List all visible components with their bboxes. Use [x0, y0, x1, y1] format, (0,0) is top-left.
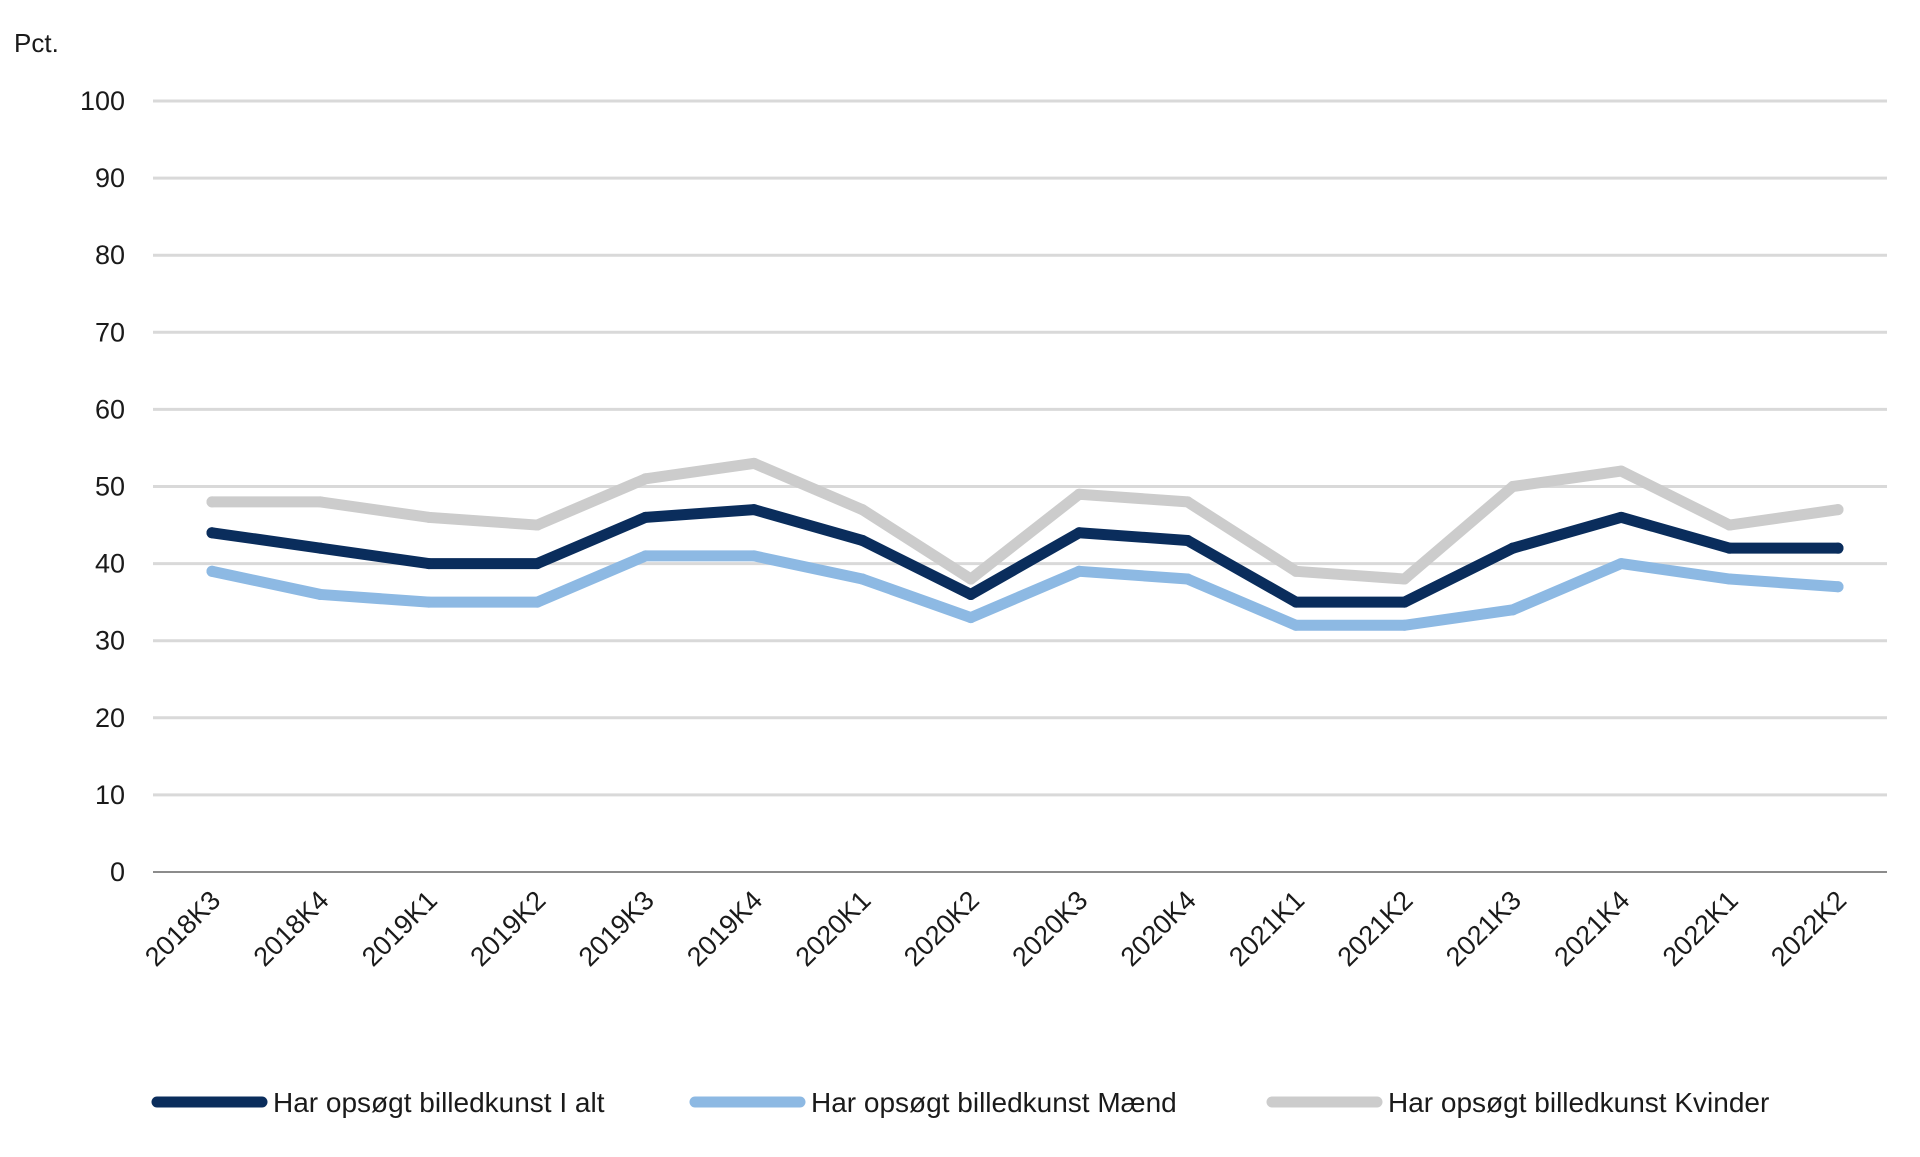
x-tick-label: 2021K1 — [1223, 885, 1310, 972]
data-point — [1724, 542, 1736, 554]
legend-label: Har opsøgt billedkunst I alt — [273, 1087, 605, 1118]
x-tick-label: 2021K2 — [1332, 885, 1419, 972]
data-point — [856, 573, 868, 585]
data-point — [1507, 481, 1519, 492]
data-point — [1615, 558, 1627, 570]
series-line — [206, 457, 1844, 585]
y-tick-label: 100 — [80, 86, 125, 116]
data-point — [1182, 496, 1194, 508]
y-tick-label: 40 — [95, 549, 125, 579]
data-point — [1290, 565, 1302, 577]
x-tick-label: 2021K4 — [1548, 885, 1635, 972]
y-axis-unit-label: Pct. — [14, 28, 59, 58]
data-point — [640, 550, 652, 562]
data-point — [1507, 542, 1519, 554]
data-point — [1073, 565, 1085, 577]
data-point — [423, 511, 435, 523]
data-point — [531, 519, 543, 531]
data-point — [1615, 511, 1627, 523]
x-tick-label: 2021K3 — [1440, 885, 1527, 972]
x-tick-label: 2019K4 — [681, 885, 768, 972]
data-point — [206, 496, 218, 508]
data-point — [1398, 596, 1410, 608]
data-point — [1724, 573, 1736, 585]
data-point — [206, 527, 218, 539]
x-tick-label: 2018K3 — [139, 885, 226, 972]
series-line — [206, 550, 1844, 631]
data-point — [314, 542, 326, 554]
data-point — [1073, 527, 1085, 539]
data-point — [314, 588, 326, 600]
data-point — [1182, 573, 1194, 585]
data-point — [1073, 488, 1085, 500]
series-lines — [206, 457, 1844, 631]
data-point — [748, 550, 760, 562]
gridlines — [153, 99, 1887, 797]
data-point — [1290, 619, 1302, 631]
data-point — [1832, 581, 1844, 593]
data-point — [965, 588, 977, 600]
data-point — [1507, 604, 1519, 616]
data-point — [1615, 465, 1627, 477]
data-point — [640, 511, 652, 523]
data-point — [531, 558, 543, 570]
x-tick-label: 2019K2 — [464, 885, 551, 972]
y-tick-label: 10 — [95, 780, 125, 810]
y-tick-label: 90 — [95, 163, 125, 193]
data-point — [423, 558, 435, 570]
data-point — [748, 504, 760, 516]
data-point — [856, 534, 868, 546]
data-point — [748, 457, 760, 469]
x-tick-label: 2020K4 — [1115, 885, 1202, 972]
y-tick-label: 60 — [95, 394, 125, 424]
data-point — [531, 596, 543, 608]
data-point — [1832, 542, 1844, 554]
y-tick-label: 20 — [95, 703, 125, 733]
y-tick-label: 0 — [110, 857, 125, 887]
data-point — [640, 473, 652, 485]
legend-label: Har opsøgt billedkunst Mænd — [811, 1087, 1177, 1118]
x-tick-label: 2020K1 — [790, 885, 877, 972]
y-tick-label: 30 — [95, 626, 125, 656]
x-tick-label: 2020K3 — [1006, 885, 1093, 972]
series-line — [206, 504, 1844, 608]
y-tick-label: 50 — [95, 472, 125, 502]
y-axis-ticks: 0 10 20 30 40 50 60 70 80 90 100 — [80, 86, 125, 887]
x-tick-label: 2020K2 — [898, 885, 985, 972]
x-tick-label: 2019K3 — [573, 885, 660, 972]
data-point — [1724, 519, 1736, 531]
data-point — [965, 612, 977, 624]
data-point — [423, 596, 435, 608]
x-axis-ticks: 2018K3 2018K4 2019K1 2019K2 2019K3 2019K4 2020… — [139, 885, 1852, 972]
x-tick-label: 2022K2 — [1765, 885, 1852, 972]
data-point — [1182, 534, 1194, 546]
y-tick-label: 70 — [95, 317, 125, 347]
data-point — [206, 565, 218, 577]
legend: Har opsøgt billedkunst I alt Har opsøgt b… — [151, 1087, 1769, 1118]
x-tick-label: 2022K1 — [1657, 885, 1744, 972]
y-tick-label: 80 — [95, 240, 125, 270]
data-point — [856, 504, 868, 516]
x-tick-label: 2019K1 — [356, 885, 443, 972]
legend-label: Har opsøgt billedkunst Kvinder — [1388, 1087, 1769, 1118]
data-point — [1832, 504, 1844, 516]
data-point — [314, 496, 326, 508]
data-point — [1290, 596, 1302, 608]
data-point — [1398, 619, 1410, 631]
data-point — [965, 573, 977, 585]
x-tick-label: 2018K4 — [248, 885, 335, 972]
data-point — [1398, 573, 1410, 585]
